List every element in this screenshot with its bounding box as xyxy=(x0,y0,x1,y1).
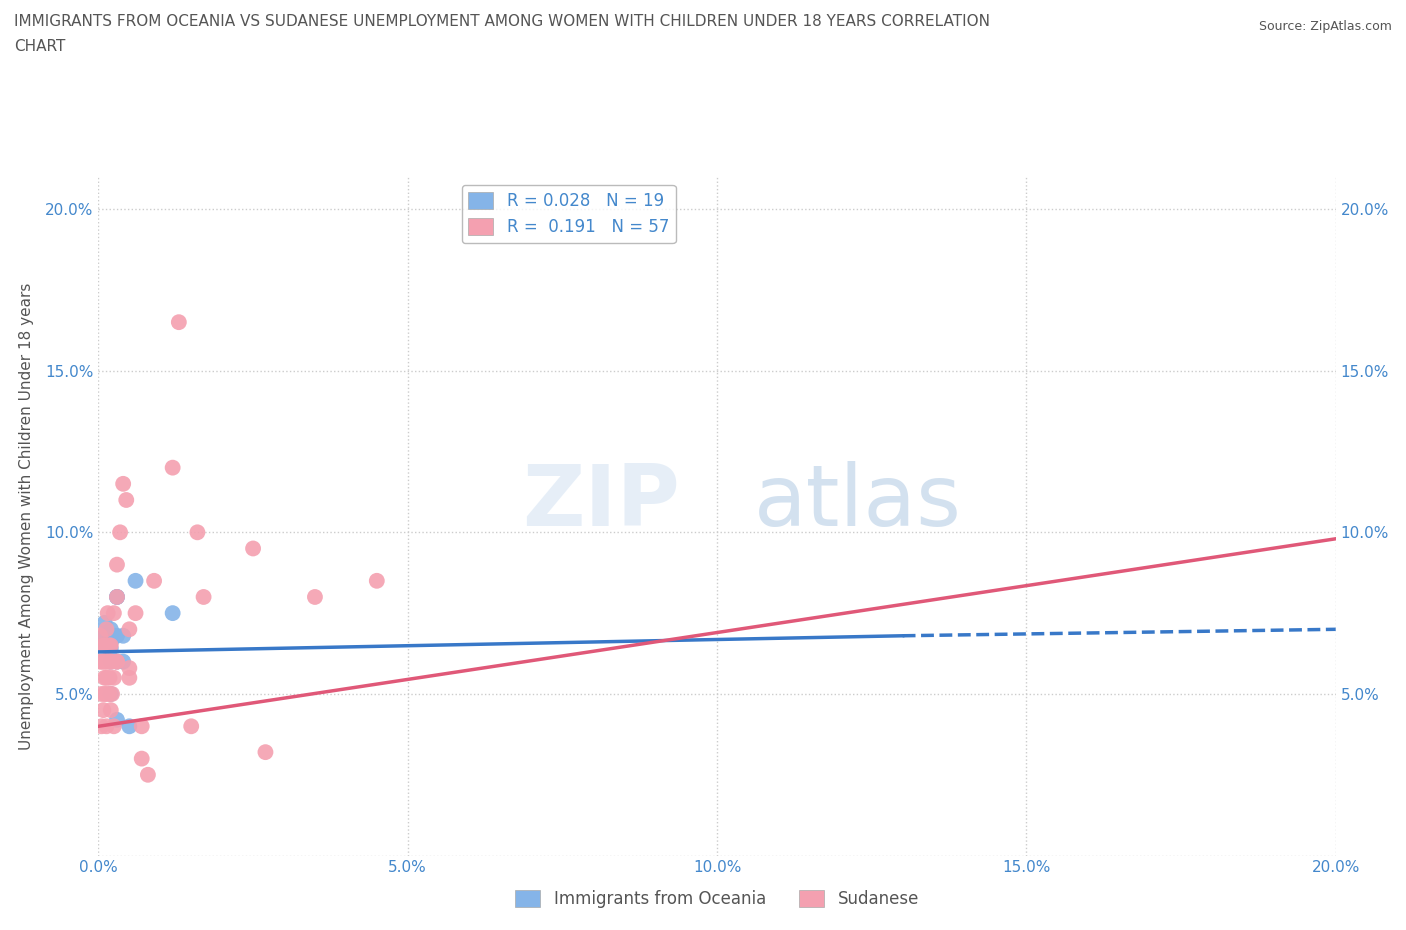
Point xyxy=(93,616,115,631)
Point xyxy=(100,622,122,637)
Point xyxy=(304,590,326,604)
Text: CHART: CHART xyxy=(14,39,66,54)
Point xyxy=(93,671,115,685)
Point xyxy=(90,654,112,669)
Point xyxy=(136,767,159,782)
Point xyxy=(124,605,146,620)
Point xyxy=(186,525,208,539)
Point xyxy=(143,574,166,589)
Point xyxy=(97,638,120,653)
Point xyxy=(242,541,264,556)
Point xyxy=(93,686,115,701)
Point xyxy=(131,719,153,734)
Point xyxy=(96,638,118,653)
Point xyxy=(118,671,141,685)
Point xyxy=(118,660,141,675)
Point xyxy=(89,654,111,669)
Point xyxy=(97,605,120,620)
Point xyxy=(118,719,141,734)
Point xyxy=(103,671,125,685)
Point xyxy=(105,629,128,644)
Point xyxy=(112,654,135,669)
Point xyxy=(98,638,121,653)
Point xyxy=(105,557,128,572)
Point xyxy=(103,719,125,734)
Point xyxy=(100,654,122,669)
Point xyxy=(105,590,128,604)
Point xyxy=(112,629,135,644)
Point xyxy=(100,703,122,718)
Point xyxy=(98,654,121,669)
Text: Source: ZipAtlas.com: Source: ZipAtlas.com xyxy=(1258,20,1392,33)
Point xyxy=(89,629,111,644)
Point xyxy=(93,703,115,718)
Point xyxy=(162,605,184,620)
Point xyxy=(93,638,115,653)
Point xyxy=(115,493,138,508)
Point xyxy=(100,642,122,657)
Point xyxy=(105,590,128,604)
Point xyxy=(98,686,121,701)
Point xyxy=(93,654,115,669)
Point xyxy=(193,590,215,604)
Point xyxy=(93,638,115,653)
Y-axis label: Unemployment Among Women with Children Under 18 years: Unemployment Among Women with Children U… xyxy=(20,283,34,750)
Text: atlas: atlas xyxy=(754,461,962,544)
Legend: Immigrants from Oceania, Sudanese: Immigrants from Oceania, Sudanese xyxy=(509,884,925,915)
Point xyxy=(105,712,128,727)
Point xyxy=(366,574,388,589)
Point xyxy=(101,686,124,701)
Point xyxy=(131,751,153,766)
Point xyxy=(105,654,128,669)
Point xyxy=(93,629,115,644)
Point xyxy=(96,622,118,637)
Point xyxy=(100,635,122,650)
Point xyxy=(100,654,122,669)
Point xyxy=(93,638,115,653)
Point xyxy=(90,719,112,734)
Point xyxy=(96,671,118,685)
Point xyxy=(100,629,122,644)
Point xyxy=(100,686,122,701)
Point xyxy=(112,476,135,491)
Point xyxy=(103,605,125,620)
Text: ZIP: ZIP xyxy=(522,461,681,544)
Point xyxy=(167,314,190,329)
Text: IMMIGRANTS FROM OCEANIA VS SUDANESE UNEMPLOYMENT AMONG WOMEN WITH CHILDREN UNDER: IMMIGRANTS FROM OCEANIA VS SUDANESE UNEM… xyxy=(14,14,990,29)
Point xyxy=(101,654,124,669)
Point xyxy=(105,590,128,604)
Point xyxy=(98,671,121,685)
Point xyxy=(254,745,277,760)
Point xyxy=(96,686,118,701)
Point xyxy=(118,622,141,637)
Point xyxy=(105,654,128,669)
Point xyxy=(96,654,118,669)
Point xyxy=(108,525,131,539)
Point xyxy=(180,719,202,734)
Point xyxy=(90,686,112,701)
Point xyxy=(97,654,120,669)
Point xyxy=(93,654,115,669)
Point xyxy=(162,460,184,475)
Point xyxy=(100,638,122,653)
Point xyxy=(105,654,128,669)
Point xyxy=(96,719,118,734)
Point xyxy=(124,574,146,589)
